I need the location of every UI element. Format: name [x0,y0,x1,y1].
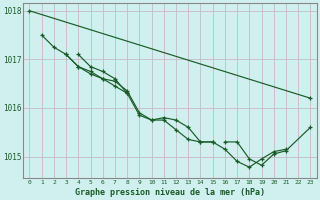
X-axis label: Graphe pression niveau de la mer (hPa): Graphe pression niveau de la mer (hPa) [75,188,265,197]
